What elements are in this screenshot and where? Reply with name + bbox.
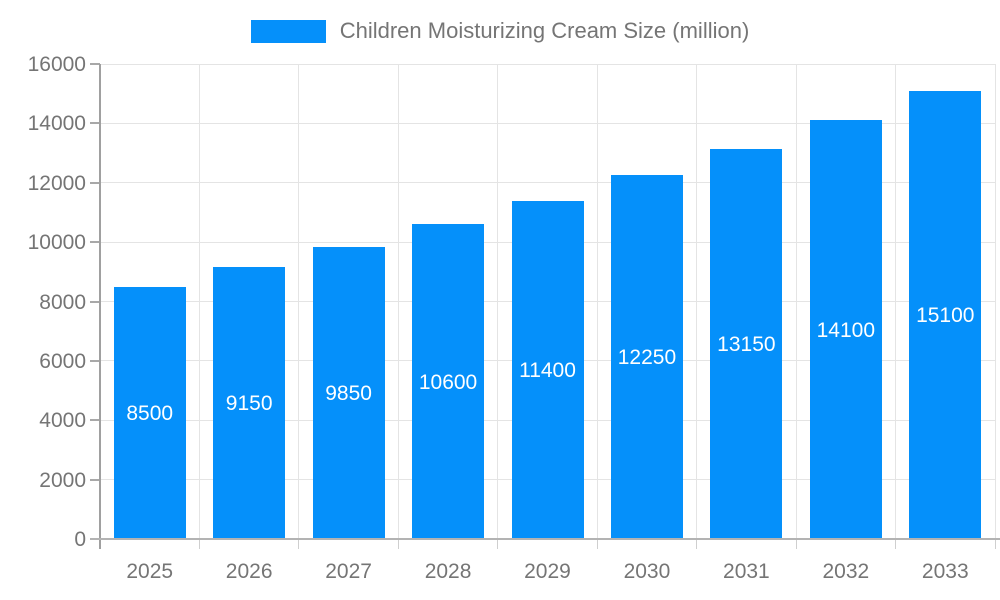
y-axis-tick-label: 2000 [39,468,86,492]
bar-value-label: 12250 [617,346,677,370]
x-axis-tick-mark [795,539,797,549]
grid-line-horizontal [100,182,995,184]
y-axis-tick-mark [90,181,100,184]
x-axis-tick-mark [397,539,399,549]
x-axis-tick-label: 2026 [225,560,273,583]
x-axis-line [90,538,1000,540]
bar-value-label: 11400 [519,358,576,382]
x-axis-tick-mark [696,539,698,549]
x-axis-tick-label: 2030 [623,560,671,583]
x-axis-tick-mark [298,539,300,549]
y-axis-tick-mark [90,241,100,244]
y-axis-tick-label: 12000 [27,171,86,195]
grid-line-vertical [696,64,698,539]
grid-line-horizontal [100,63,995,65]
y-axis-tick-label: 16000 [27,53,86,76]
x-axis-tick-mark [497,539,499,549]
y-axis-tick-label: 8000 [39,290,86,314]
bar [610,175,683,539]
y-axis-tick-label: 10000 [27,231,86,255]
x-axis-tick-label: 2033 [921,560,969,583]
bar-value-label: 10600 [418,370,478,394]
legend-swatch [250,19,326,43]
legend-label: Children Moisturizing Cream Size (millio… [339,18,750,43]
bar [710,148,783,539]
y-axis-tick-mark [90,300,100,303]
bar-value-label: 9150 [225,392,273,416]
x-axis-tick-label: 2029 [524,560,571,583]
y-axis-tick-label: 0 [74,528,86,551]
x-axis-tick-mark [596,539,598,549]
x-axis-tick-mark [994,539,996,549]
y-axis-tick-mark [90,478,100,481]
bar [412,224,485,539]
bar-value-label: 9850 [325,381,372,405]
y-axis-tick-mark [90,419,100,422]
bar [511,200,584,539]
bar [213,267,286,539]
grid-line-vertical [596,64,598,539]
y-axis-tick-label: 14000 [27,112,86,136]
bar-value-label: 14100 [816,318,876,342]
bar-value-label: 13150 [717,332,776,356]
grid-line-vertical [994,64,996,539]
x-axis-tick-mark [198,539,200,549]
x-axis-tick-label: 2027 [325,560,372,583]
y-axis-tick-label: 4000 [39,409,86,433]
chart-legend[interactable]: Children Moisturizing Cream Size (millio… [0,18,1000,44]
y-axis-tick-mark [90,122,100,125]
grid-line-vertical [497,64,499,539]
y-axis-line [99,64,101,549]
grid-line-vertical [198,64,200,539]
bar [312,246,385,539]
grid-line-vertical [795,64,797,539]
grid-line-vertical [298,64,300,539]
y-axis-tick-mark [90,359,100,362]
bar [113,286,186,539]
bar-value-label: 15100 [916,303,975,327]
grid-line-vertical [397,64,399,539]
grid-line-horizontal [100,122,995,124]
bar-value-label: 8500 [126,401,174,425]
bar [909,90,982,539]
x-axis-tick-label: 2032 [822,560,870,583]
x-axis-tick-label: 2025 [126,560,174,583]
grid-line-vertical [895,64,897,539]
y-axis-tick-mark [90,63,100,65]
x-axis-tick-mark [895,539,897,549]
bar [809,120,882,539]
x-axis-tick-label: 2028 [424,560,472,583]
x-axis-tick-label: 2031 [723,560,770,583]
y-axis-tick-label: 6000 [39,349,86,373]
